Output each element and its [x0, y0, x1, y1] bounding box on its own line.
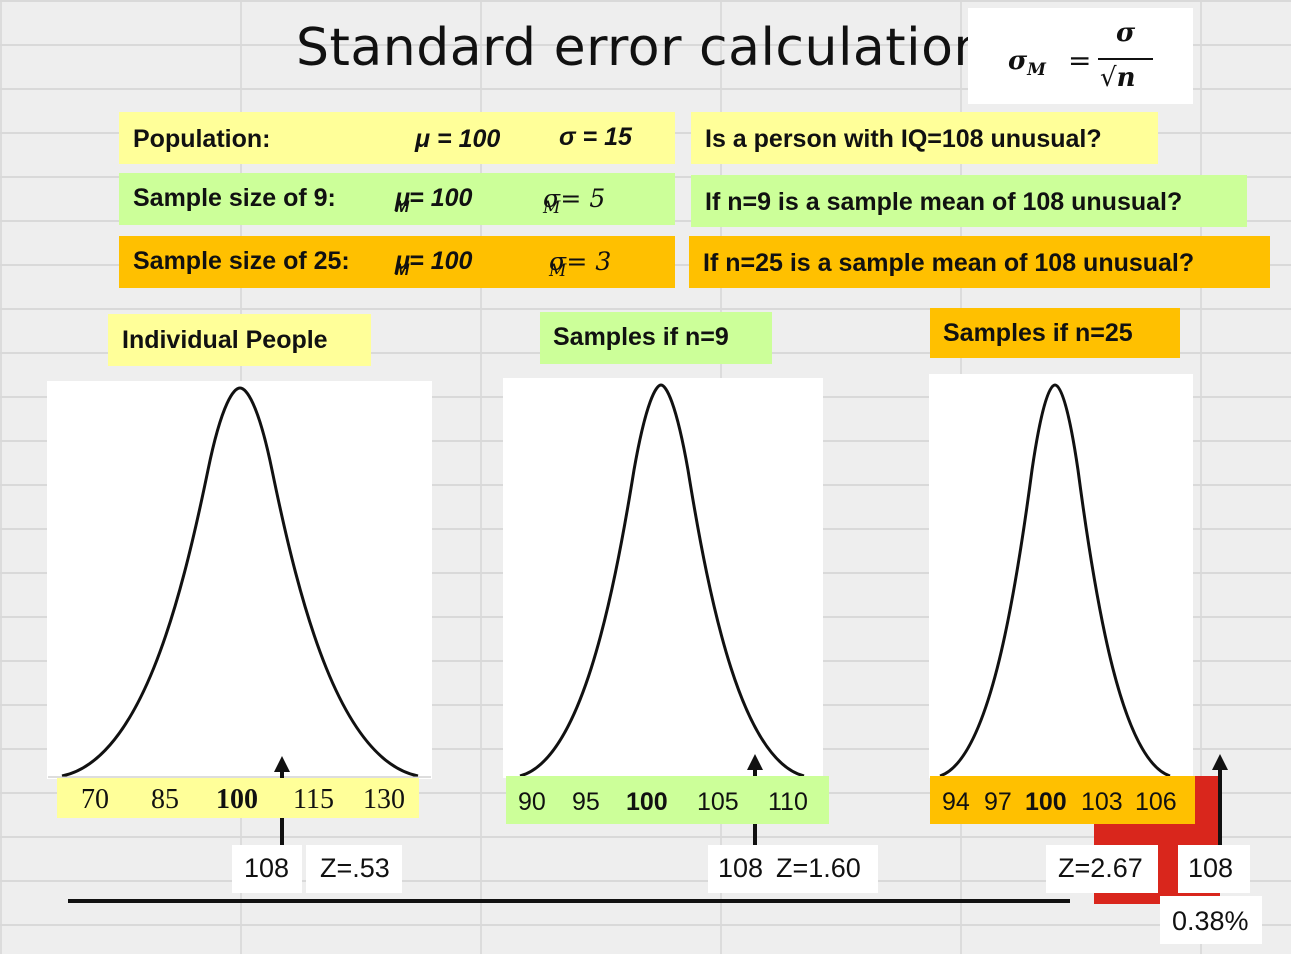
value-n25: 108 [1178, 845, 1250, 893]
heading-samples-n25: Samples if n=25 [930, 308, 1180, 358]
tick-label: 90 [518, 788, 546, 816]
formula-denominator: √n [1100, 63, 1136, 93]
population-label: Population: [133, 125, 271, 153]
population-sigma: σ = 15 [559, 123, 632, 151]
tick-label: 100 [626, 788, 668, 816]
sample9-label: Sample size of 9: [133, 184, 336, 212]
value-n9: 108 [708, 845, 768, 893]
standard-error-formula: σM = σ √n [968, 8, 1193, 104]
ticks-individual: 70 85 100 115 130 [57, 778, 419, 818]
z-n25: Z=2.67 [1046, 845, 1158, 893]
arrowhead-n25 [1212, 754, 1228, 770]
sample25-label: Sample size of 25: [133, 247, 350, 275]
arrowhead-individual [274, 756, 290, 772]
tick-label: 97 [984, 788, 1012, 816]
question-sample9: If n=9 is a sample mean of 108 unusual? [691, 175, 1247, 227]
heading-samples-n9: Samples if n=9 [540, 312, 772, 364]
tick-label: 100 [1025, 788, 1067, 816]
tick-label: 94 [942, 788, 970, 816]
formula-numerator: σ [1116, 18, 1136, 48]
question-population: Is a person with IQ=108 unusual? [691, 112, 1158, 164]
tick-label: 100 [216, 784, 258, 815]
tick-label: 70 [81, 784, 109, 815]
tick-label: 95 [572, 788, 600, 816]
tick-label: 85 [151, 784, 179, 815]
tick-label: 110 [768, 788, 808, 816]
panel-individual [47, 381, 432, 779]
z-n9: Z=1.60 [768, 845, 878, 893]
tick-label: 106 [1135, 788, 1177, 816]
ticks-n25: 94 97 100 103 106 [930, 776, 1195, 824]
population-mu: μ = 100 [415, 125, 501, 153]
tick-label: 103 [1081, 788, 1123, 816]
curve-n25 [939, 383, 1171, 778]
percent-n25: 0.38% [1160, 896, 1262, 944]
curve-individual [61, 386, 419, 778]
heading-individual-people: Individual People [108, 314, 371, 366]
ticks-n9: 90 95 100 105 110 [506, 776, 829, 824]
slide-title: Standard error calculation [296, 18, 987, 78]
question-sample25: If n=25 is a sample mean of 108 unusual? [689, 236, 1270, 288]
panel-n9 [503, 378, 823, 778]
formula-fraction-bar [1098, 58, 1153, 60]
tick-label: 130 [363, 784, 405, 815]
tick-label: 115 [293, 784, 334, 815]
value-individual: 108 [232, 845, 302, 893]
tick-label: 105 [697, 788, 739, 816]
formula-lhs: σM [1008, 46, 1046, 81]
panel-n25 [929, 374, 1193, 778]
formula-equals: = [1068, 44, 1092, 77]
arrowhead-n9 [747, 754, 763, 770]
population-row: Population: μ = 100 σ = 15 [119, 112, 675, 164]
z-individual: Z=.53 [306, 845, 402, 893]
curve-n9 [519, 383, 805, 778]
